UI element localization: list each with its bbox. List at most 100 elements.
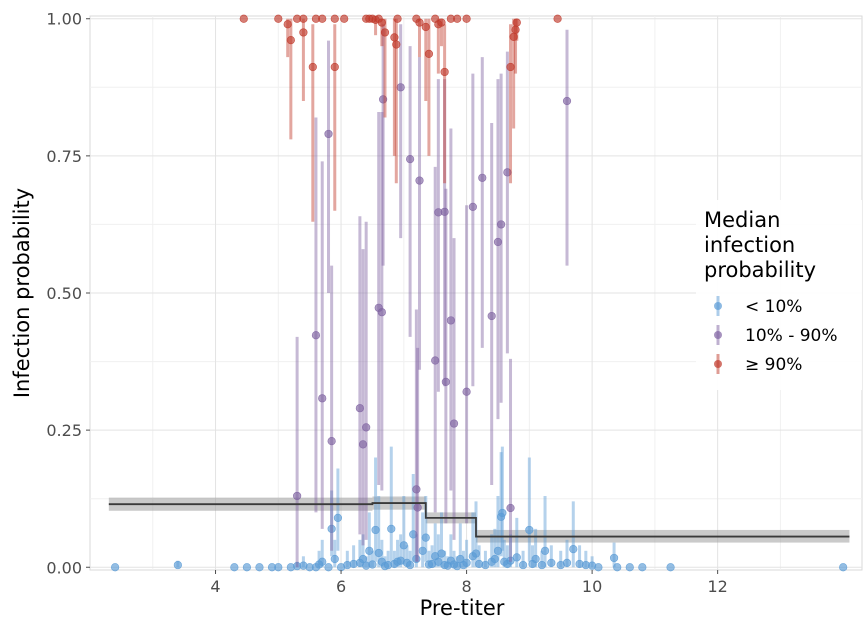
data-point	[355, 404, 364, 413]
step-fit-line	[108, 502, 850, 538]
data-point	[468, 202, 477, 211]
data-point	[540, 546, 550, 555]
data-point	[478, 173, 487, 182]
legend-label: ≥ 90%	[745, 355, 802, 375]
data-point	[318, 557, 327, 566]
legend-label: < 10%	[745, 297, 802, 317]
data-point	[255, 563, 264, 572]
data-point	[462, 558, 471, 567]
data-point	[111, 563, 120, 572]
y-tick-label: 0.75	[46, 147, 82, 166]
legend-title-line: Median	[704, 208, 780, 232]
data-point	[362, 423, 371, 432]
data-point	[471, 549, 481, 558]
data-point	[340, 14, 349, 23]
data-point	[512, 18, 521, 27]
y-tick-label: 0.00	[46, 558, 82, 577]
legend-key-point	[714, 360, 722, 368]
data-point	[374, 548, 383, 558]
legend-label: 10% - 90%	[745, 326, 838, 346]
data-point	[413, 503, 422, 512]
data-point	[490, 554, 499, 564]
y-tick-label: 0.25	[46, 421, 82, 440]
data-point	[421, 22, 430, 32]
data-point	[487, 311, 496, 321]
data-point	[424, 49, 434, 58]
data-point	[506, 556, 515, 565]
data-point	[446, 316, 455, 325]
y-tick-label: 1.00	[46, 10, 82, 29]
legend-key-point	[714, 331, 722, 339]
x-tick-label: 6	[336, 577, 346, 596]
data-point	[412, 554, 421, 564]
x-axis-title: Pre-titer	[420, 596, 505, 617]
data-point	[415, 18, 424, 27]
data-point	[405, 155, 415, 164]
data-point	[421, 533, 430, 542]
data-point	[512, 553, 521, 562]
data-point	[594, 563, 603, 572]
data-point	[327, 524, 336, 533]
data-point	[638, 563, 647, 572]
step-fit-path	[108, 502, 850, 538]
data-point	[318, 394, 327, 403]
data-point	[333, 513, 343, 522]
data-point	[387, 524, 396, 533]
data-point	[537, 560, 547, 570]
data-point	[625, 563, 634, 572]
data-point	[418, 546, 427, 555]
data-point	[437, 18, 446, 27]
data-point	[440, 207, 449, 216]
data-point	[399, 541, 408, 550]
data-point	[299, 28, 308, 37]
data-point	[377, 18, 386, 27]
data-point	[393, 14, 402, 23]
data-point	[562, 558, 572, 567]
data-point	[330, 14, 339, 23]
axes: 4 6 8 10 12 0.00 0.25 0.50 0.75 1.00 Pre-titer Infe…	[10, 10, 728, 617]
data-point	[405, 560, 415, 570]
data-point	[392, 40, 401, 49]
data-point	[839, 563, 848, 572]
data-point	[358, 440, 368, 449]
data-point	[553, 14, 562, 23]
legend-background	[696, 200, 862, 390]
data-point	[453, 14, 462, 23]
data-point	[497, 220, 506, 229]
data-point	[308, 62, 317, 72]
data-point	[498, 508, 507, 518]
data-point	[531, 554, 540, 564]
data-point	[441, 377, 450, 386]
data-point	[493, 546, 503, 555]
data-point	[518, 560, 528, 570]
data-point	[569, 545, 578, 554]
data-point	[431, 356, 440, 365]
data-point	[293, 491, 302, 501]
data-point	[324, 129, 333, 139]
data-point	[330, 62, 339, 72]
data-point	[462, 387, 471, 396]
legend-title-line: infection	[704, 233, 795, 257]
data-point	[415, 176, 424, 185]
x-tick-label: 4	[210, 577, 220, 596]
data-point	[434, 557, 443, 566]
data-point	[239, 14, 248, 23]
data-point	[525, 525, 534, 535]
data-point	[481, 560, 490, 570]
data-point	[230, 563, 239, 572]
data-point	[666, 563, 675, 572]
legend-key-point	[714, 302, 722, 310]
data-point	[368, 560, 377, 569]
data-point	[242, 563, 252, 572]
data-point	[440, 67, 449, 77]
data-point	[609, 553, 619, 563]
data-point	[409, 530, 418, 539]
x-tick-label: 8	[461, 577, 471, 596]
data-point	[318, 14, 327, 23]
data-point	[377, 308, 386, 317]
data-point	[379, 95, 388, 104]
y-axis-title: Infection probability	[10, 188, 34, 398]
data-point	[462, 14, 471, 23]
data-point	[324, 563, 333, 572]
